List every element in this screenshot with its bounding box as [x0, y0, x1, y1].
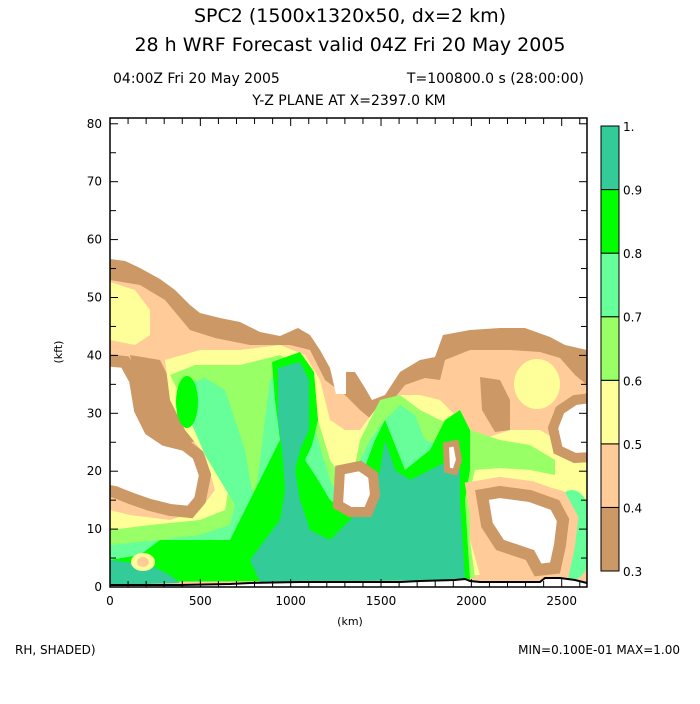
colorbar-swatch	[600, 252, 620, 318]
x-tick-label: 2000	[456, 594, 487, 608]
min-max-label: MIN=0.100E-01 MAX=1.00	[518, 643, 680, 657]
rh-band-0.4	[137, 557, 149, 567]
y-tick-label: 70	[87, 175, 102, 189]
y-axis-label: (kft)	[52, 341, 65, 364]
field-label: RH, SHADED)	[15, 643, 96, 657]
x-tick-label: 1000	[275, 594, 306, 608]
rh-band-0.3	[480, 377, 510, 432]
colorbar-label: 0.3	[623, 565, 642, 579]
colorbar-label: 0.4	[623, 501, 642, 515]
colorbar-swatch	[600, 506, 620, 572]
dry-region	[547, 393, 587, 464]
rh-band-0.5	[110, 282, 150, 345]
y-tick-label: 0	[94, 580, 102, 594]
shaded-field	[110, 259, 587, 587]
model-time: T=100800.0 s (28:00:00)	[406, 71, 584, 87]
x-tick-label: 500	[189, 594, 212, 608]
colorbar-label: 1.	[623, 120, 634, 134]
y-tick-label: 50	[87, 290, 102, 304]
valid-time: 04:00Z Fri 20 May 2005	[113, 71, 280, 87]
colorbar-label: 0.7	[623, 311, 642, 325]
colorbar-swatch	[600, 189, 620, 254]
colorbar-swatch	[600, 443, 620, 508]
dry-region	[442, 439, 463, 476]
colorbar-swatch	[600, 316, 620, 381]
colorbar-label: 0.9	[623, 184, 642, 198]
colorbar-label: 0.5	[623, 438, 642, 452]
plane-label: Y-Z PLANE AT X=2397.0 KM	[251, 93, 445, 109]
colorbar-label: 0.6	[623, 374, 642, 388]
x-axis-label: (km)	[337, 615, 363, 628]
colorbar-swatch	[600, 379, 620, 445]
y-tick-label: 30	[87, 406, 102, 420]
y-tick-label: 40	[87, 348, 102, 362]
colorbar-swatch	[600, 125, 620, 191]
title-line-2: 28 h WRF Forecast valid 04Z Fri 20 May 2…	[134, 34, 565, 56]
y-tick-label: 20	[87, 464, 102, 478]
dry-region	[330, 358, 346, 394]
dry-region	[332, 460, 381, 517]
title-line-1: SPC2 (1500x1320x50, dx=2 km)	[194, 5, 506, 27]
x-tick-label: 0	[106, 594, 114, 608]
colorbar: 0.3 0.4 0.5 0.6 0.7 0.8 0.9 1.	[600, 120, 642, 579]
axes: 0 500 1000 1500 2000 2500 0 10 20 30 40 50 60 70 80	[87, 117, 587, 608]
x-tick-label: 2500	[546, 594, 577, 608]
rh-band-0.5	[514, 359, 560, 409]
rh-band-0.8	[176, 376, 198, 428]
plot-frame	[109, 117, 588, 588]
y-tick-label: 80	[87, 117, 102, 131]
rh-band-0.9	[110, 560, 180, 585]
dry-region	[110, 354, 212, 519]
rh-band-0.9	[250, 362, 465, 582]
x-tick-label: 1500	[366, 594, 397, 608]
y-tick-label: 10	[87, 522, 102, 536]
dry-region	[475, 485, 570, 577]
colorbar-label: 0.8	[623, 247, 642, 261]
y-tick-label: 60	[87, 233, 102, 247]
terrain-line	[110, 577, 587, 586]
